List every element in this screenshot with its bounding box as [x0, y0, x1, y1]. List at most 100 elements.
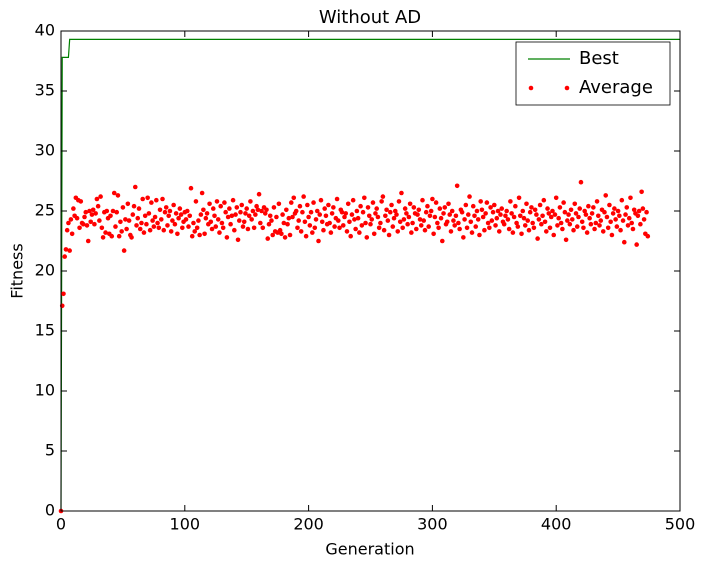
average-dot: [171, 202, 176, 208]
average-dot: [376, 225, 382, 231]
average-dot: [265, 236, 271, 241]
average-dot: [430, 196, 435, 202]
average-dot: [612, 206, 617, 211]
average-dot: [274, 214, 279, 220]
average-dot: [279, 231, 284, 237]
average-dot: [562, 209, 568, 215]
average-dot: [300, 209, 305, 215]
average-dot: [151, 224, 157, 229]
average-dot: [483, 211, 488, 216]
average-dot: [347, 219, 352, 225]
average-dot: [529, 205, 534, 210]
average-dot: [426, 224, 431, 229]
average-dot: [115, 193, 121, 198]
average-dot: [423, 209, 429, 215]
average-dot: [271, 205, 277, 210]
average-dot: [220, 225, 226, 231]
average-dot: [579, 219, 585, 225]
average-dot: [451, 218, 456, 223]
average-dot: [326, 202, 331, 208]
average-dot: [286, 215, 292, 221]
average-dot: [165, 223, 170, 228]
chart-title: Without AD: [319, 7, 421, 28]
average-dot: [213, 224, 219, 229]
average-dot: [218, 203, 224, 209]
average-dot: [448, 229, 454, 234]
average-dot: [366, 213, 372, 219]
y-tick-label: 5: [45, 441, 55, 460]
average-dot: [146, 211, 152, 216]
average-dot: [137, 226, 143, 232]
average-dot: [132, 184, 138, 190]
average-dot: [373, 211, 378, 216]
average-dot: [514, 220, 519, 226]
average-dot: [524, 201, 529, 207]
average-dot: [645, 233, 651, 239]
average-dot: [581, 225, 586, 231]
average-dot: [605, 225, 611, 231]
average-dot: [463, 202, 469, 208]
average-dot: [97, 218, 102, 223]
average-dot: [415, 212, 420, 217]
average-dot: [521, 215, 527, 221]
average-dot: [196, 218, 201, 223]
average-dot: [540, 213, 545, 219]
average-dot: [391, 215, 397, 221]
average-dot: [358, 203, 363, 209]
average-dot: [433, 200, 439, 205]
average-dot: [392, 208, 398, 214]
average-dot: [539, 221, 544, 227]
average-dot: [349, 212, 355, 217]
average-dot: [61, 291, 66, 297]
average-dot: [364, 235, 370, 240]
average-dot: [641, 217, 647, 222]
average-dot: [267, 213, 273, 219]
average-dot: [628, 195, 633, 201]
average-dot: [374, 206, 379, 211]
average-dot: [69, 231, 75, 237]
average-dot: [100, 235, 106, 240]
average-dot: [404, 211, 409, 216]
average-dot: [484, 200, 490, 205]
average-dot: [487, 225, 492, 231]
average-dot: [337, 225, 342, 231]
average-dot: [406, 214, 412, 220]
average-dot: [224, 235, 230, 240]
average-dot: [119, 229, 124, 234]
average-dot: [459, 209, 465, 215]
average-dot: [353, 226, 358, 232]
average-dot: [515, 224, 521, 229]
average-dot: [161, 227, 167, 233]
x-tick-label: 200: [293, 515, 324, 534]
legend-dot: [564, 85, 570, 91]
average-dot: [305, 202, 310, 208]
average-dot: [251, 225, 257, 231]
average-dot: [167, 208, 173, 214]
average-dot: [478, 199, 483, 204]
average-dot: [238, 209, 243, 215]
average-dot: [505, 217, 511, 222]
average-dot: [442, 205, 448, 210]
average-dot: [301, 194, 306, 199]
average-dot: [259, 208, 264, 214]
average-dot: [313, 217, 319, 222]
average-dot: [395, 229, 401, 234]
average-dot: [323, 213, 329, 219]
average-dot: [567, 221, 573, 227]
average-dot: [485, 220, 491, 226]
average-dot: [207, 201, 212, 207]
average-dot: [176, 215, 181, 221]
average-dot: [447, 212, 453, 217]
average-dot: [98, 194, 103, 199]
average-dot: [209, 226, 215, 232]
average-dot: [160, 196, 165, 202]
average-dot: [598, 218, 604, 223]
average-dot: [432, 214, 438, 220]
average-dot: [172, 221, 178, 227]
average-dot: [293, 208, 299, 214]
average-dot: [577, 206, 583, 211]
average-dot: [94, 196, 100, 202]
average-dot: [191, 220, 196, 226]
y-tick-label: 30: [35, 141, 55, 160]
average-dot: [198, 212, 204, 217]
